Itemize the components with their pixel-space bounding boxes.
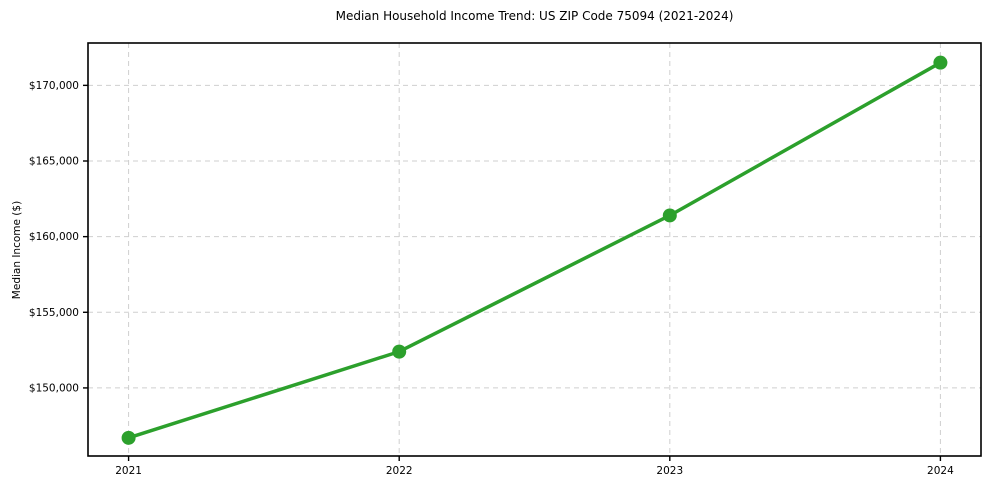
trend-line xyxy=(126,60,943,440)
x-tick-label: 2021 xyxy=(115,465,142,477)
chart-title: Median Household Income Trend: US ZIP Co… xyxy=(335,9,734,23)
y-tick-label: $170,000 xyxy=(29,80,79,92)
data-point xyxy=(392,344,407,359)
data-point xyxy=(933,55,948,70)
y-tick-label: $165,000 xyxy=(29,156,79,168)
y-tick-label: $160,000 xyxy=(29,231,79,243)
x-tick-label: 2023 xyxy=(656,465,683,477)
x-tick-label: 2024 xyxy=(927,465,954,477)
plot-border xyxy=(87,42,982,457)
x-tick-label: 2022 xyxy=(386,465,413,477)
data-point xyxy=(662,208,677,223)
data-point xyxy=(121,430,136,445)
y-tick-label: $150,000 xyxy=(29,382,79,394)
y-tick-label: $155,000 xyxy=(29,307,79,319)
